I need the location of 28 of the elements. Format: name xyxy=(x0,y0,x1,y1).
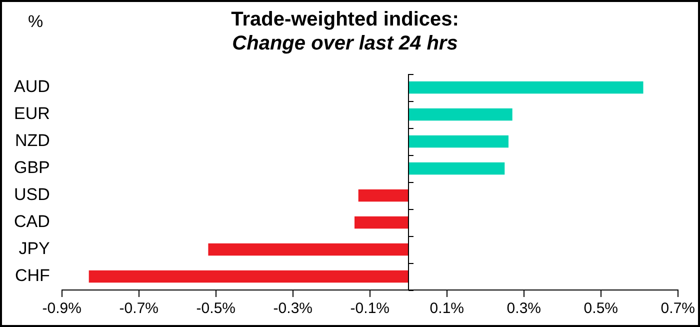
bar xyxy=(208,243,408,256)
chart-title: Trade-weighted indices: xyxy=(231,8,459,31)
x-tick-label: -0.5% xyxy=(196,300,236,318)
x-tick-label: 0.7% xyxy=(660,300,696,318)
y-tick-label: GBP xyxy=(14,158,50,178)
y-tick-label: CHF xyxy=(14,266,50,286)
y-tick-label: NZD xyxy=(14,131,50,150)
y-tick-label: EUR xyxy=(14,104,50,124)
chart-subtitle: Change over last 24 hrs xyxy=(232,32,458,55)
x-tick-label: -0.1% xyxy=(350,300,390,318)
x-tick-label: 0.5% xyxy=(584,300,618,318)
x-tick-label: 0.1% xyxy=(430,300,464,318)
x-tick-label: -0.9% xyxy=(42,300,82,318)
bar xyxy=(358,189,408,202)
bar xyxy=(354,216,408,229)
y-tick-label: USD xyxy=(14,185,50,204)
bar xyxy=(408,108,512,121)
x-tick-label: -0.3% xyxy=(273,300,312,318)
bar xyxy=(408,81,644,94)
y-axis-title: % xyxy=(28,12,44,32)
y-tick-label: AUD xyxy=(14,77,50,96)
x-tick-label: 0.3% xyxy=(506,300,542,318)
y-tick-label: CAD xyxy=(14,212,50,232)
bar xyxy=(88,270,408,283)
y-tick-label: JPY xyxy=(18,239,50,258)
bar xyxy=(408,135,509,148)
bar xyxy=(408,162,505,175)
x-tick-label: -0.7% xyxy=(119,300,158,318)
